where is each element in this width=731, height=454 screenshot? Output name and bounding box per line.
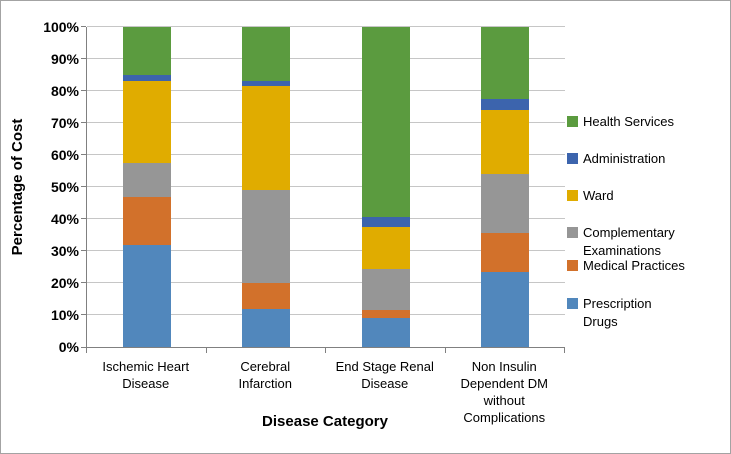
y-tick-mark bbox=[81, 314, 86, 315]
segment-administration bbox=[122, 75, 171, 82]
category-label: Cerebral Infarction bbox=[238, 359, 292, 391]
x-tick-mark bbox=[86, 348, 87, 353]
segment-prescription-drugs bbox=[242, 308, 291, 347]
segment-administration bbox=[481, 99, 530, 111]
legend-swatch-icon bbox=[567, 190, 578, 201]
segment-health-services bbox=[122, 27, 171, 76]
legend-swatch-icon bbox=[567, 227, 578, 238]
segment-ward bbox=[242, 86, 291, 191]
y-tick-label: 10% bbox=[50, 307, 79, 323]
legend-item-ward: Ward bbox=[567, 187, 723, 205]
segment-complementary-examinations bbox=[481, 174, 530, 234]
segment-ward bbox=[122, 81, 171, 164]
legend-label: Complementary Examinations bbox=[583, 225, 675, 258]
y-tick-label: 100% bbox=[43, 19, 79, 35]
x-tick-mark bbox=[206, 348, 207, 353]
legend-item-medical-practices: Medical Practices bbox=[567, 257, 723, 275]
segment-health-services bbox=[481, 27, 530, 100]
bar-1 bbox=[122, 27, 171, 347]
segment-health-services bbox=[361, 27, 410, 218]
legend-label: Medical Practices bbox=[583, 258, 685, 273]
y-tick-mark bbox=[81, 26, 86, 27]
gridline-90% bbox=[87, 58, 565, 59]
x-tick-mark bbox=[325, 348, 326, 353]
category-label: End Stage Renal Disease bbox=[335, 359, 434, 391]
gridline-100% bbox=[87, 26, 565, 27]
plot-area bbox=[86, 26, 565, 348]
segment-administration bbox=[242, 81, 291, 87]
segment-complementary-examinations bbox=[361, 268, 410, 311]
y-tick-mark bbox=[81, 186, 86, 187]
segment-medical-practices bbox=[361, 310, 410, 319]
segment-medical-practices bbox=[242, 283, 291, 309]
gridline-10% bbox=[87, 314, 565, 315]
legend-label: Ward bbox=[583, 188, 614, 203]
legend-label: Administration bbox=[583, 151, 666, 166]
y-tick-mark bbox=[81, 218, 86, 219]
legend-swatch-icon bbox=[567, 298, 578, 309]
segment-medical-practices bbox=[481, 233, 530, 272]
segment-ward bbox=[481, 110, 530, 175]
y-tick-label: 20% bbox=[50, 275, 79, 291]
gridline-60% bbox=[87, 154, 565, 155]
legend-label: Prescription Drugs bbox=[583, 296, 652, 329]
y-tick-mark bbox=[81, 250, 86, 251]
y-tick-label: 0% bbox=[58, 339, 79, 355]
gridline-20% bbox=[87, 282, 565, 283]
gridline-40% bbox=[87, 218, 565, 219]
segment-health-services bbox=[242, 27, 291, 82]
legend-item-health-services: Health Services bbox=[567, 113, 723, 131]
bar-2 bbox=[242, 27, 291, 347]
gridline-80% bbox=[87, 90, 565, 91]
y-tick-mark bbox=[81, 90, 86, 91]
gridline-70% bbox=[87, 122, 565, 123]
segment-complementary-examinations bbox=[122, 163, 171, 197]
category-label: Ischemic Heart Disease bbox=[102, 359, 190, 391]
y-tick-label: 60% bbox=[50, 147, 79, 163]
legend-item-complementary-examinations: Complementary Examinations bbox=[567, 224, 723, 260]
y-tick-label: 40% bbox=[50, 211, 79, 227]
y-tick-label: 90% bbox=[50, 51, 79, 67]
y-tick-mark bbox=[81, 58, 86, 59]
legend-swatch-icon bbox=[567, 116, 578, 127]
x-tick-mark bbox=[445, 348, 446, 353]
gridline-30% bbox=[87, 250, 565, 251]
y-tick-label: 50% bbox=[50, 179, 79, 195]
y-tick-label: 70% bbox=[50, 115, 79, 131]
y-tick-label: 80% bbox=[50, 83, 79, 99]
y-tick-mark bbox=[81, 347, 86, 348]
segment-medical-practices bbox=[122, 196, 171, 245]
segment-ward bbox=[361, 227, 410, 269]
x-tick-mark bbox=[564, 348, 565, 353]
segment-prescription-drugs bbox=[361, 318, 410, 347]
gridline-50% bbox=[87, 186, 565, 187]
legend-swatch-icon bbox=[567, 153, 578, 164]
y-tick-mark bbox=[81, 154, 86, 155]
legend-label: Health Services bbox=[583, 114, 675, 129]
bar-3 bbox=[361, 27, 410, 347]
legend-item-prescription-drugs: Prescription Drugs bbox=[567, 295, 723, 331]
x-axis-title: Disease Category bbox=[262, 413, 388, 430]
segment-prescription-drugs bbox=[122, 244, 171, 347]
y-tick-mark bbox=[81, 122, 86, 123]
segment-administration bbox=[361, 217, 410, 228]
segment-complementary-examinations bbox=[242, 190, 291, 284]
y-tick-label: 30% bbox=[50, 243, 79, 259]
segment-prescription-drugs bbox=[481, 271, 530, 347]
y-tick-mark bbox=[81, 282, 86, 283]
legend-swatch-icon bbox=[567, 260, 578, 271]
category-label: Non Insulin Dependent DM without Complic… bbox=[460, 359, 548, 425]
bar-4 bbox=[481, 27, 530, 347]
legend-item-administration: Administration bbox=[567, 150, 723, 168]
